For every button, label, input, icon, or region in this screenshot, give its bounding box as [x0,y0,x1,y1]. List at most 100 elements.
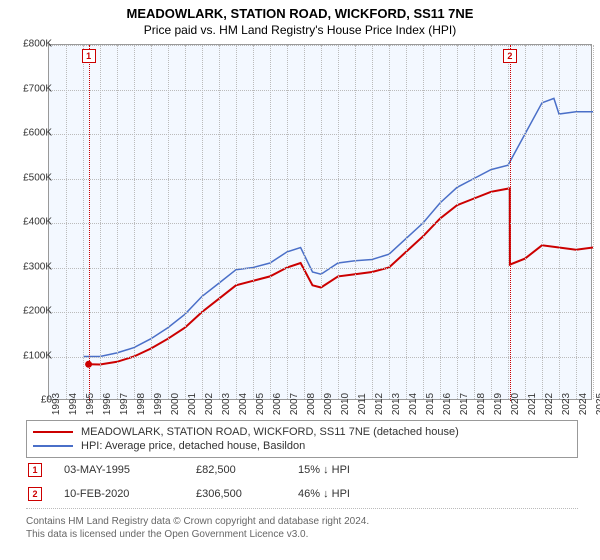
sale-price: £306,500 [196,488,276,500]
x-axis-label: 2008 [306,393,317,415]
y-axis-label: £500K [8,172,52,183]
gridline-v [100,45,101,399]
x-axis-label: 1997 [119,393,130,415]
gridline-v [83,45,84,399]
sale-date: 03-MAY-1995 [64,464,174,476]
chart-container: MEADOWLARK, STATION ROAD, WICKFORD, SS11… [0,0,600,560]
x-axis-label: 2004 [238,393,249,415]
x-axis-label: 1996 [102,393,113,415]
gridline-v [525,45,526,399]
gridline-v [406,45,407,399]
sale-marker-box: 2 [503,49,517,63]
x-axis-label: 2007 [289,393,300,415]
gridline-v [440,45,441,399]
bottom-panel: MEADOWLARK, STATION ROAD, WICKFORD, SS11… [26,420,578,541]
legend-swatch-a [33,431,73,433]
x-axis-label: 2000 [170,393,181,415]
legend-box: MEADOWLARK, STATION ROAD, WICKFORD, SS11… [26,420,578,458]
sale-row-marker: 1 [28,463,42,477]
gridline-v [372,45,373,399]
x-axis-label: 2021 [527,393,538,415]
gridline-v [457,45,458,399]
legend-label-a: MEADOWLARK, STATION ROAD, WICKFORD, SS11… [81,426,459,438]
gridline-v [253,45,254,399]
gridline-v [185,45,186,399]
x-axis-label: 2005 [255,393,266,415]
gridline-v [593,45,594,399]
x-axis-label: 2009 [323,393,334,415]
sale-marker-line [89,45,90,401]
footer-line1: Contains HM Land Registry data © Crown c… [26,515,578,528]
gridline-v [304,45,305,399]
legend-row-b: HPI: Average price, detached house, Basi… [33,439,571,453]
chart-subtitle: Price paid vs. HM Land Registry's House … [0,21,600,41]
legend-row-a: MEADOWLARK, STATION ROAD, WICKFORD, SS11… [33,425,571,439]
x-axis-label: 2002 [204,393,215,415]
x-axis-label: 2001 [187,393,198,415]
y-axis-label: £0 [8,395,52,406]
x-axis-label: 2025 [595,393,600,415]
sale-pct: 46% ↓ HPI [298,488,350,500]
gridline-v [270,45,271,399]
gridline-v [559,45,560,399]
gridline-v [219,45,220,399]
plot-wrap: 12 [48,44,592,400]
x-axis-label: 1994 [68,393,79,415]
sales-rows: 1 03-MAY-1995 £82,500 15% ↓ HPI 2 10-FEB-2020… [26,458,578,506]
x-axis-label: 2023 [561,393,572,415]
x-axis-label: 2011 [357,393,368,415]
x-axis-label: 2014 [408,393,419,415]
x-axis-label: 2019 [493,393,504,415]
x-axis-label: 2024 [578,393,589,415]
y-axis-label: £200K [8,306,52,317]
gridline-v [338,45,339,399]
gridline-v [236,45,237,399]
gridline-v [287,45,288,399]
sale-date: 10-FEB-2020 [64,488,174,500]
gridline-v [423,45,424,399]
sale-price: £82,500 [196,464,276,476]
gridline-v [389,45,390,399]
y-axis-label: £100K [8,350,52,361]
gridline-v [66,45,67,399]
gridline-v [117,45,118,399]
gridline-v [542,45,543,399]
x-axis-label: 2010 [340,393,351,415]
gridline-v [168,45,169,399]
sale-marker-line [510,45,511,401]
gridline-v [576,45,577,399]
footer-line2: This data is licensed under the Open Gov… [26,528,578,541]
x-axis-label: 1999 [153,393,164,415]
x-axis-label: 2020 [510,393,521,415]
x-axis-label: 2022 [544,393,555,415]
footer-text: Contains HM Land Registry data © Crown c… [26,511,578,541]
divider [26,508,578,509]
gridline-v [474,45,475,399]
x-axis-label: 2006 [272,393,283,415]
y-axis-label: £600K [8,128,52,139]
sale-marker-box: 1 [82,49,96,63]
gridline-v [508,45,509,399]
gridline-v [134,45,135,399]
sale-row-marker: 2 [28,487,42,501]
x-axis-label: 2012 [374,393,385,415]
gridline-v [491,45,492,399]
x-axis-label: 1993 [51,393,62,415]
gridline-v [355,45,356,399]
chart-title: MEADOWLARK, STATION ROAD, WICKFORD, SS11… [0,0,600,21]
sale-pct: 15% ↓ HPI [298,464,350,476]
gridline-v [151,45,152,399]
y-axis-label: £700K [8,83,52,94]
x-axis-label: 2018 [476,393,487,415]
legend-swatch-b [33,445,73,447]
y-axis-label: £800K [8,39,52,50]
gridline-v [202,45,203,399]
x-axis-label: 2015 [425,393,436,415]
gridline-v [321,45,322,399]
sale-row: 2 10-FEB-2020 £306,500 46% ↓ HPI [26,482,578,506]
y-axis-label: £300K [8,261,52,272]
series-line [89,188,593,364]
x-axis-label: 1995 [85,393,96,415]
x-axis-label: 2016 [442,393,453,415]
legend-label-b: HPI: Average price, detached house, Basi… [81,440,305,452]
